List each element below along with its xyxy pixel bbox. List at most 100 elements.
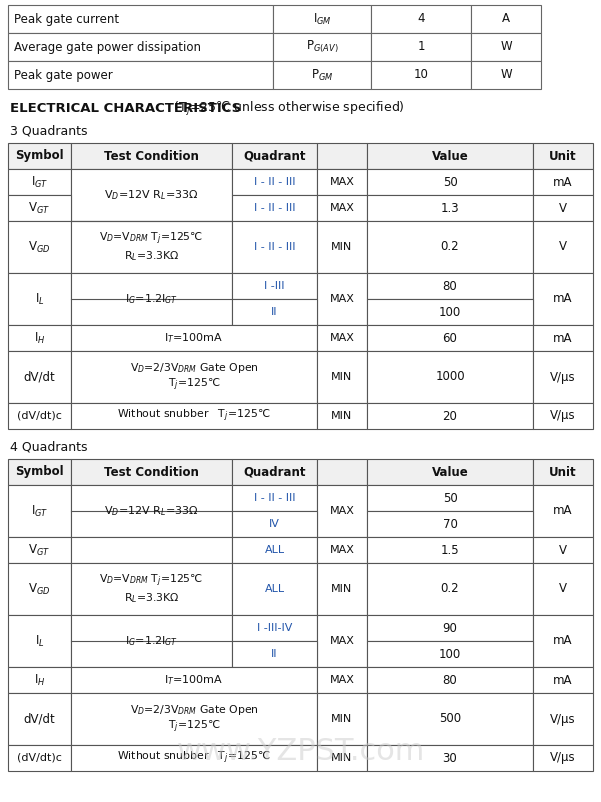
Bar [367, 511, 533, 537]
Text: V$_{GD}$: V$_{GD}$ [28, 240, 50, 254]
Bar [8, 325, 71, 351]
Text: Test Condition: Test Condition [104, 465, 199, 479]
Text: MAX: MAX [329, 675, 355, 685]
Text: V$_{GD}$: V$_{GD}$ [28, 581, 50, 597]
Text: 20: 20 [442, 410, 457, 423]
Bar [367, 745, 533, 771]
Text: 0.2: 0.2 [441, 241, 459, 253]
Text: MAX: MAX [329, 177, 355, 187]
Text: 10: 10 [413, 68, 429, 82]
Text: Unit: Unit [549, 149, 577, 163]
Text: 4: 4 [417, 13, 425, 26]
Text: 70: 70 [442, 517, 457, 530]
Text: 0.2: 0.2 [441, 582, 459, 596]
Text: 3 Quadrants: 3 Quadrants [10, 124, 88, 137]
Text: MAX: MAX [329, 636, 355, 646]
Text: 100: 100 [439, 647, 461, 661]
Bar [317, 667, 367, 693]
Text: Value: Value [432, 149, 468, 163]
Bar [232, 221, 317, 273]
Bar [367, 693, 533, 745]
Bar [533, 667, 593, 693]
Text: Without snubber   T$_j$=125℃: Without snubber T$_j$=125℃ [117, 407, 270, 424]
Text: I -III: I -III [264, 281, 285, 291]
Text: 80: 80 [442, 280, 457, 293]
Bar [471, 33, 541, 61]
Bar [232, 459, 317, 485]
Text: I - II - III: I - II - III [254, 242, 295, 252]
Text: W: W [500, 68, 512, 82]
Text: 500: 500 [439, 712, 461, 726]
Text: V$_D$=2/3V$_{DRM}$ Gate Open
T$_j$=125℃: V$_D$=2/3V$_{DRM}$ Gate Open T$_j$=125℃ [130, 361, 258, 393]
Bar [232, 169, 317, 195]
Text: I$_L$: I$_L$ [35, 634, 44, 649]
Bar [533, 693, 593, 745]
Bar [317, 273, 367, 325]
Bar [533, 169, 593, 195]
Bar [8, 351, 71, 403]
Bar [367, 221, 533, 273]
Bar [232, 615, 317, 641]
Text: (T$_j$=25℃ unless otherwise specified): (T$_j$=25℃ unless otherwise specified) [170, 100, 404, 118]
Bar [71, 667, 317, 693]
Text: I$_{GT}$: I$_{GT}$ [31, 175, 48, 189]
Text: dV/dt: dV/dt [23, 371, 55, 383]
Bar [533, 563, 593, 615]
Text: 90: 90 [442, 622, 457, 634]
Text: 50: 50 [442, 176, 457, 188]
Bar [367, 169, 533, 195]
Bar [8, 5, 273, 33]
Text: 4 Quadrants: 4 Quadrants [10, 440, 88, 453]
Bar [8, 485, 71, 537]
Text: www.YZPST.com: www.YZPST.com [177, 738, 425, 767]
Bar [232, 511, 317, 537]
Text: I - II - III: I - II - III [254, 203, 295, 213]
Text: mA: mA [554, 331, 573, 345]
Bar [232, 143, 317, 169]
Bar [8, 273, 71, 325]
Bar [8, 537, 71, 563]
Bar [8, 33, 273, 61]
Text: V$_{GT}$: V$_{GT}$ [28, 542, 50, 557]
Bar [273, 33, 371, 61]
Text: Symbol: Symbol [15, 465, 64, 479]
Bar [367, 667, 533, 693]
Bar [317, 143, 367, 169]
Bar [317, 537, 367, 563]
Bar [8, 459, 71, 485]
Bar [371, 61, 471, 89]
Bar [8, 221, 71, 273]
Text: 1.5: 1.5 [441, 544, 459, 557]
Bar [71, 351, 317, 403]
Bar [371, 33, 471, 61]
Bar [533, 537, 593, 563]
Text: I$_L$: I$_L$ [35, 291, 44, 306]
Text: V$_{GT}$: V$_{GT}$ [28, 200, 50, 216]
Text: MAX: MAX [329, 294, 355, 304]
Bar [71, 403, 317, 429]
Text: (dV/dt)c: (dV/dt)c [17, 753, 62, 763]
Bar [317, 485, 367, 537]
Bar [317, 195, 367, 221]
Bar [367, 299, 533, 325]
Text: mA: mA [554, 293, 573, 306]
Bar [317, 351, 367, 403]
Text: V: V [559, 241, 567, 253]
Text: I -III-IV: I -III-IV [257, 623, 292, 633]
Bar [71, 459, 232, 485]
Bar [367, 459, 533, 485]
Bar [8, 563, 71, 615]
Text: MIN: MIN [331, 584, 353, 594]
Bar [71, 615, 232, 667]
Bar [8, 745, 71, 771]
Text: V$_D$=12V R$_L$=33Ω: V$_D$=12V R$_L$=33Ω [104, 188, 199, 202]
Bar [71, 563, 232, 615]
Bar [533, 195, 593, 221]
Bar [367, 351, 533, 403]
Bar [371, 5, 471, 33]
Bar [533, 459, 593, 485]
Bar [8, 403, 71, 429]
Text: V: V [559, 201, 567, 214]
Text: 30: 30 [442, 751, 457, 764]
Bar [232, 299, 317, 325]
